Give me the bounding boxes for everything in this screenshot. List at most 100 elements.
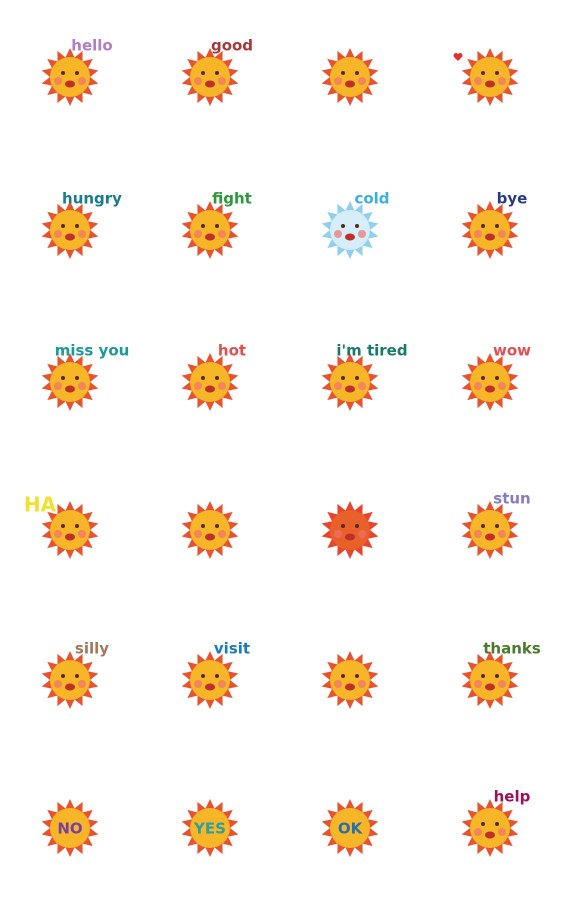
sticker: [321, 651, 379, 709]
cheek: [194, 530, 202, 538]
eye: [61, 71, 65, 75]
sticker-label: hungry: [62, 190, 122, 208]
sun-face: [330, 57, 370, 97]
sticker-label: bye: [497, 190, 528, 208]
sun-face: [190, 362, 230, 402]
sticker-label: miss you: [55, 342, 130, 360]
eye: [495, 822, 499, 826]
sticker: YES: [181, 799, 239, 857]
sticker-label: wow: [493, 342, 531, 360]
cheek: [474, 530, 482, 538]
cheek: [78, 680, 86, 688]
cheek: [54, 382, 62, 390]
eye: [201, 224, 205, 228]
sun-face: [50, 210, 90, 250]
sun-face: [470, 57, 510, 97]
mouth: [65, 233, 75, 241]
sticker-label: hot: [218, 342, 246, 360]
eye: [481, 524, 485, 528]
cheek: [498, 382, 506, 390]
sticker-label: i'm tired: [336, 342, 407, 360]
face-text: YES: [193, 820, 226, 838]
cheek: [194, 230, 202, 238]
sticker: hello: [41, 37, 113, 106]
eye: [495, 224, 499, 228]
sticker: OK: [321, 799, 379, 857]
cheek: [78, 230, 86, 238]
mouth: [205, 80, 215, 88]
eye: [341, 524, 345, 528]
sun-face: [190, 57, 230, 97]
sun-face: [330, 210, 370, 250]
mouth: [65, 385, 75, 393]
cheek: [358, 77, 366, 85]
cheek: [218, 680, 226, 688]
sun-face: [50, 808, 90, 848]
eye: [481, 674, 485, 678]
mouth: [205, 233, 215, 241]
cheek: [218, 230, 226, 238]
sun-face: [330, 660, 370, 700]
sun-face: [190, 210, 230, 250]
sun-face: [470, 808, 510, 848]
eye: [75, 674, 79, 678]
mouth: [65, 683, 75, 691]
face-text: NO: [57, 820, 82, 838]
mouth: [345, 533, 355, 541]
mouth: [485, 831, 495, 839]
mouth: [345, 233, 355, 241]
cheek: [334, 680, 342, 688]
cheek: [358, 680, 366, 688]
cheek: [194, 680, 202, 688]
eye: [481, 822, 485, 826]
cheek: [474, 230, 482, 238]
cheek: [334, 230, 342, 238]
cheek: [474, 680, 482, 688]
sticker: bye: [461, 190, 528, 259]
eye: [355, 674, 359, 678]
sun-face: [190, 660, 230, 700]
sticker: silly: [41, 640, 109, 709]
sticker: fight: [181, 190, 252, 259]
sticker: [453, 48, 519, 106]
eye: [355, 524, 359, 528]
cheek: [498, 680, 506, 688]
eye: [61, 224, 65, 228]
sun-face: [470, 510, 510, 550]
eye: [215, 376, 219, 380]
sun-face: [50, 510, 90, 550]
eye: [355, 224, 359, 228]
mouth: [345, 80, 355, 88]
cheek: [218, 530, 226, 538]
cheek: [358, 230, 366, 238]
sticker: i'm tired: [321, 342, 408, 411]
cheek: [334, 382, 342, 390]
sticker: thanks: [461, 640, 541, 709]
mouth: [485, 80, 495, 88]
cheek: [334, 530, 342, 538]
cheek: [194, 382, 202, 390]
sticker: help: [461, 788, 531, 857]
cheek: [498, 230, 506, 238]
sticker-label: stun: [493, 490, 530, 508]
cheek: [218, 382, 226, 390]
cheek: [78, 382, 86, 390]
mouth: [485, 233, 495, 241]
eye: [201, 524, 205, 528]
sun-face: [470, 362, 510, 402]
eye: [495, 524, 499, 528]
eye: [215, 674, 219, 678]
sticker-label: thanks: [483, 640, 541, 658]
cheek: [194, 77, 202, 85]
cheek: [358, 530, 366, 538]
sticker: visit: [181, 640, 250, 709]
eye: [75, 224, 79, 228]
sticker-label: hello: [71, 37, 112, 55]
face-text: OK: [338, 820, 364, 838]
eye: [61, 524, 65, 528]
sticker: hungry: [41, 190, 122, 259]
sticker-label: silly: [75, 640, 109, 658]
mouth: [205, 533, 215, 541]
sun-face: [470, 660, 510, 700]
cheek: [474, 77, 482, 85]
